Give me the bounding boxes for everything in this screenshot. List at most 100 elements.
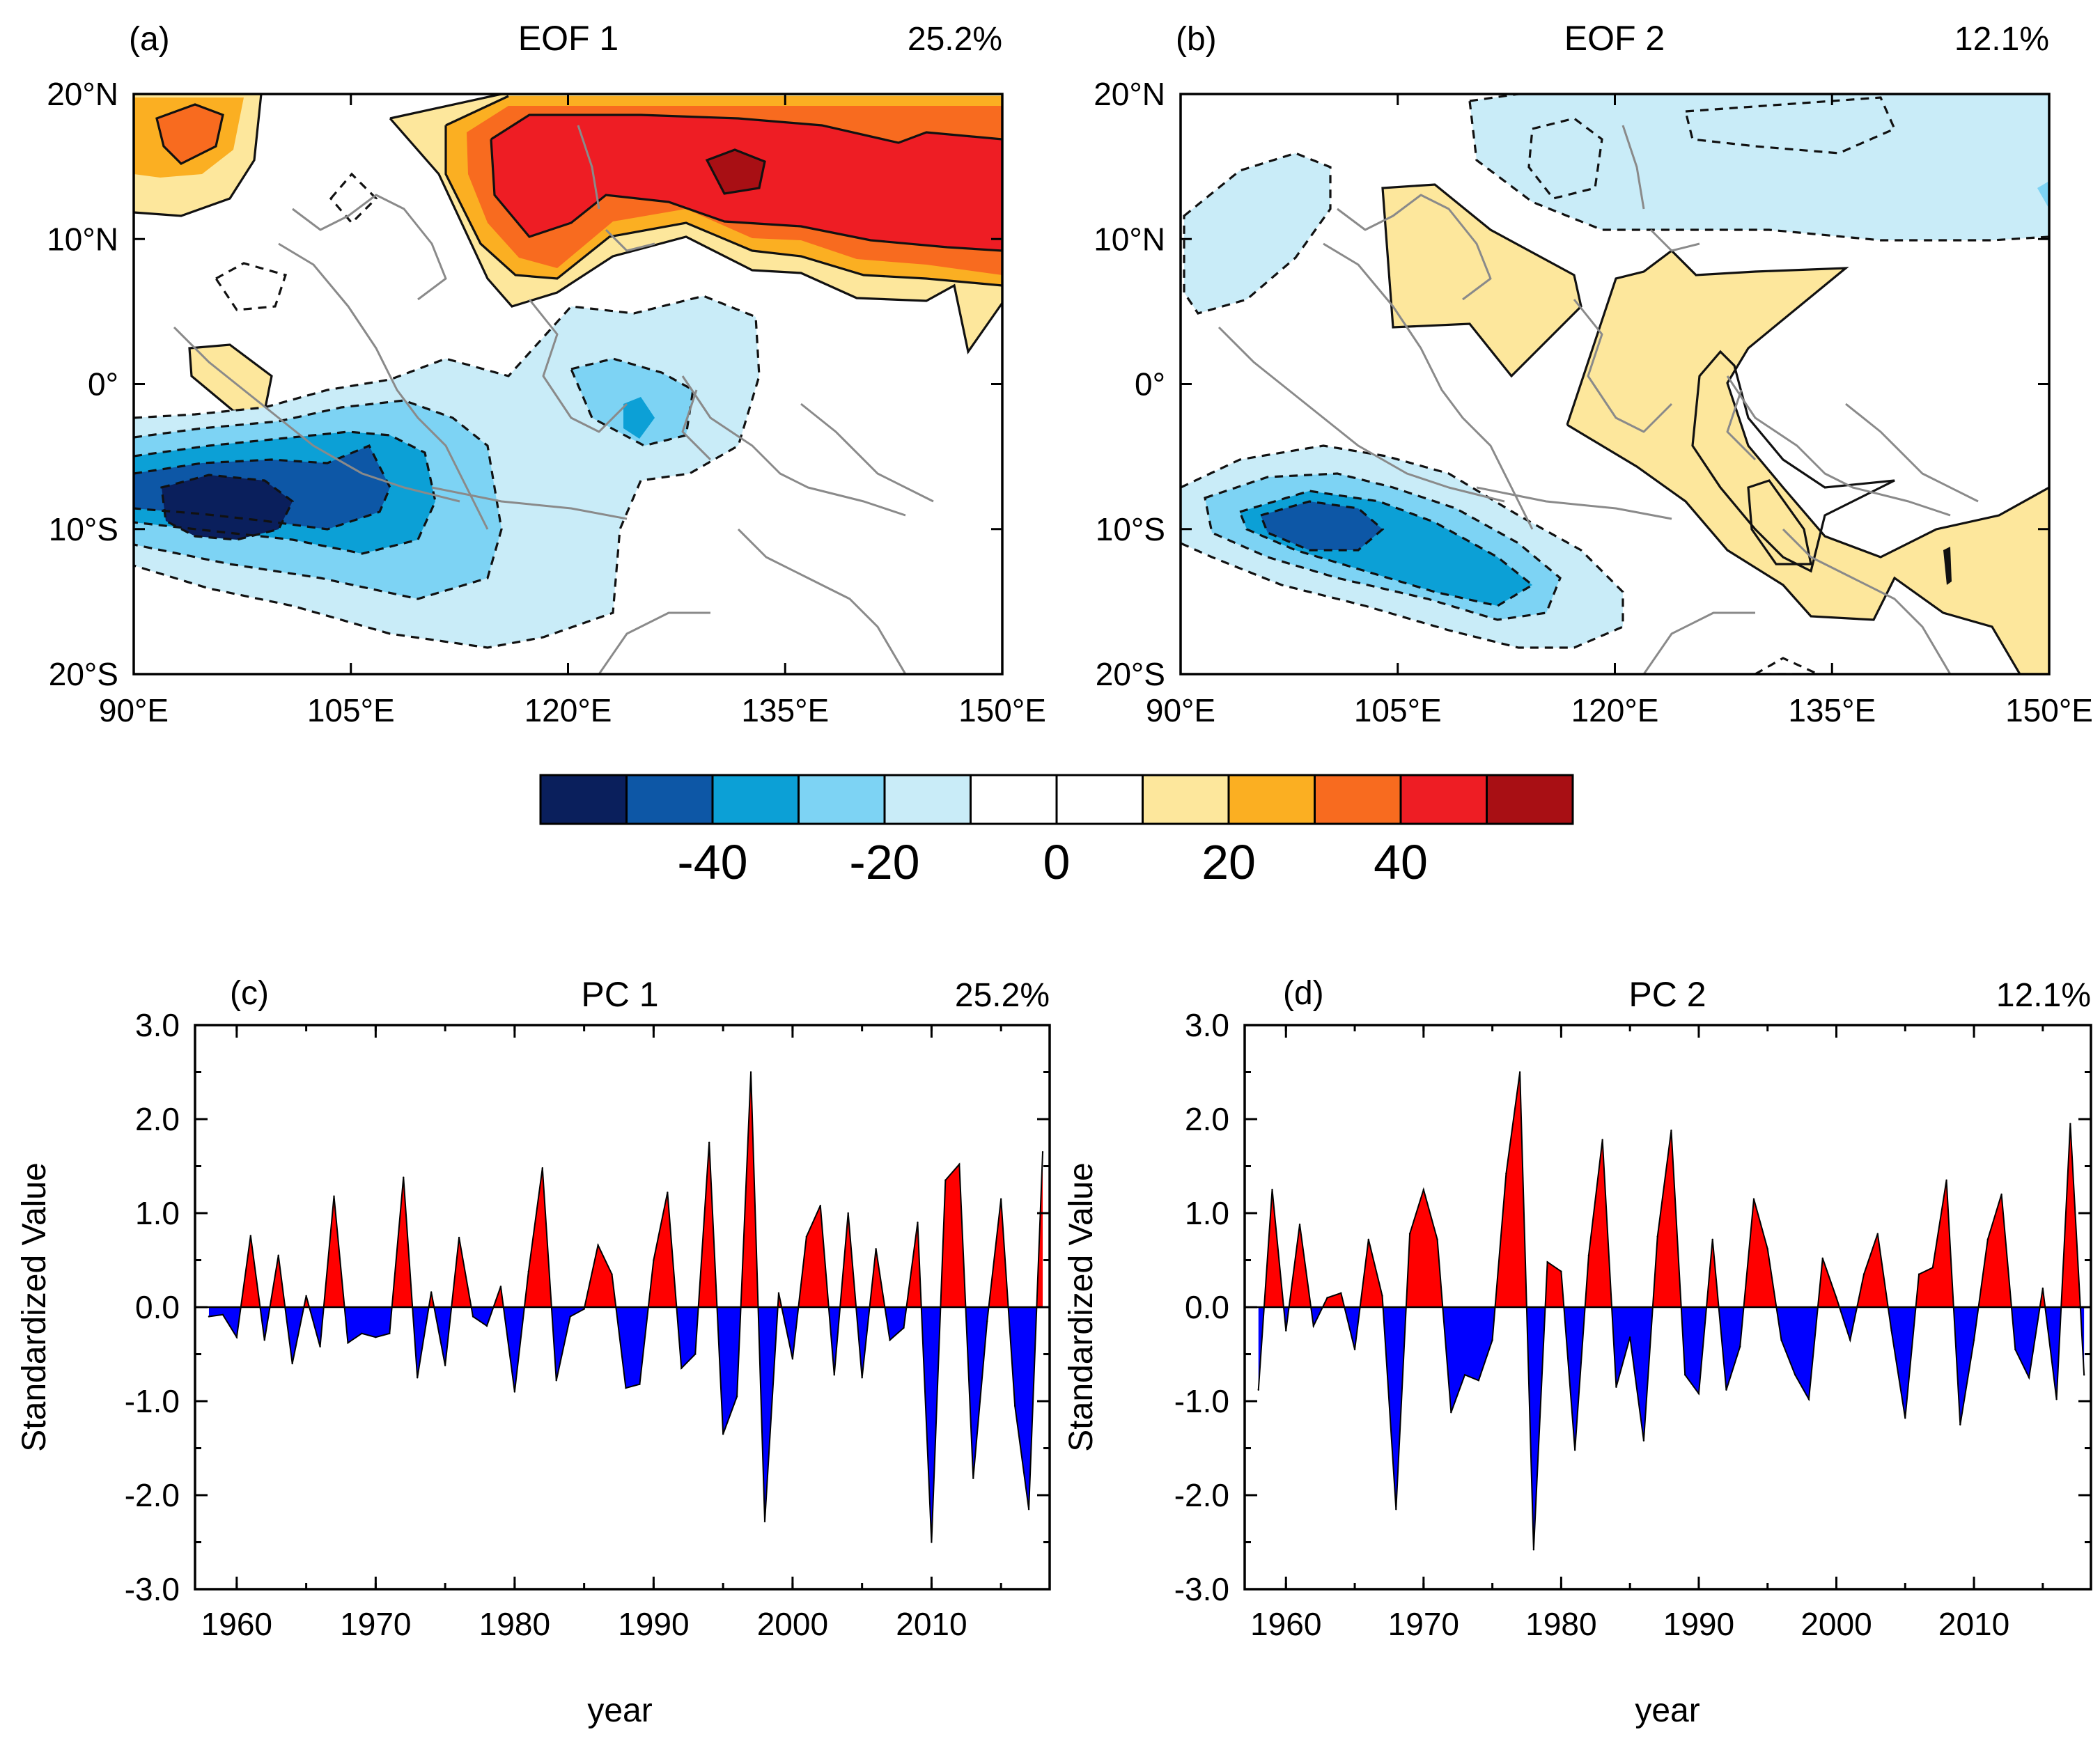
pc2-data-point — [2028, 1377, 2030, 1379]
pc2-data-point — [1395, 1508, 1397, 1510]
eof1-y-tick-label: 0° — [88, 366, 118, 403]
pc2-x-tick-label: 1970 — [1388, 1606, 1459, 1642]
pc2-data-point — [1353, 1348, 1356, 1350]
pc1-data-point — [1013, 1405, 1016, 1407]
pc1-data-point — [861, 1377, 863, 1379]
pc1-data-point — [1027, 1508, 1030, 1510]
pc1-negative-area — [208, 1307, 1043, 1543]
pc2-data-point — [1546, 1261, 1548, 1263]
eof2-y-tick-label: 10°N — [1094, 221, 1165, 257]
pc1-y-tick-label: 0.0 — [135, 1289, 180, 1325]
pc2-x-tick-label: 1960 — [1250, 1606, 1321, 1642]
pc1-axes: 3.0 2.0 1.0 0.0 -1.0 -2.0 -3.0 1960 1970 1980 1990… — [125, 1007, 1050, 1642]
eof2-negative-west — [1184, 153, 1330, 313]
pc1-data-point — [667, 1192, 669, 1194]
pc2-data-point — [1532, 1549, 1535, 1551]
pc1-y-tick-label: -2.0 — [125, 1477, 180, 1513]
pc2-data-point — [1890, 1329, 1892, 1332]
pc1-y-tick-label: 1.0 — [135, 1195, 180, 1231]
pc2-data-point — [1450, 1412, 1452, 1414]
pc1-data-point — [333, 1195, 335, 1197]
pc2-data-point — [1601, 1139, 1603, 1141]
pc1-data-point — [485, 1325, 488, 1327]
eof1-coastline — [173, 125, 934, 674]
eof2-y-tick-label: 20°S — [1096, 656, 1165, 692]
pc1-x-tick-label: 2000 — [757, 1606, 828, 1642]
pc2-data-point — [1340, 1292, 1342, 1294]
pc2-panel-label: (d) — [1283, 975, 1324, 1012]
colorbar-box — [798, 774, 886, 825]
colorbar-box — [1486, 774, 1574, 825]
pc1-data-point — [583, 1308, 585, 1310]
colorbar-box — [1142, 774, 1230, 825]
pc2-data-point — [1752, 1198, 1755, 1200]
pc2-y-tick-label: 3.0 — [1185, 1007, 1229, 1043]
pc2-data-point — [1257, 1389, 1259, 1391]
pc2-y-axis-title: Standardized Value — [1063, 1162, 1100, 1451]
pc2-data-point — [1711, 1238, 1713, 1241]
pc1-data-point — [403, 1176, 405, 1178]
eof1-negative-level5 — [162, 475, 293, 540]
pc1-data-point — [694, 1353, 697, 1355]
eof1-positive-level5 — [707, 150, 765, 194]
pc1-data-point — [235, 1336, 238, 1338]
pc1-data-point — [389, 1332, 391, 1335]
pc2-data-point — [1463, 1374, 1466, 1376]
pc1-data-point — [625, 1387, 627, 1389]
pc1-data-point — [986, 1320, 988, 1322]
pc1-data-point — [708, 1141, 710, 1143]
pc2-data-point — [1491, 1339, 1493, 1341]
pc1-data-point — [417, 1377, 419, 1379]
pc2-variance: 12.1% — [1996, 977, 2091, 1014]
pc2-data-point — [1986, 1238, 1989, 1241]
eof1-y-tick-label: 10°N — [47, 221, 118, 257]
pc1-data-point — [917, 1221, 919, 1224]
pc2-data-point — [1271, 1189, 1273, 1191]
pc1-data-point — [763, 1520, 766, 1522]
eof2-contours — [1181, 94, 2049, 674]
pc1-data-point — [472, 1315, 474, 1318]
pc2-data-point — [1615, 1386, 1617, 1388]
pc1-data-point — [221, 1313, 224, 1316]
eof2-positive-b — [1691, 350, 1895, 573]
colorbar-label: 20 — [1201, 835, 1256, 889]
pc1-data-point — [1041, 1151, 1044, 1153]
pc2-data-point — [1656, 1235, 1658, 1238]
colorbar-boxes — [539, 774, 1574, 825]
pc2-x-tick-label: 1990 — [1663, 1606, 1734, 1642]
pc1-data-point — [639, 1383, 641, 1385]
pc2-data-point — [1642, 1439, 1645, 1442]
eof1-contours — [134, 94, 1002, 674]
pc1-data-point — [305, 1295, 307, 1297]
pc2-x-tick-label: 2010 — [1938, 1606, 2009, 1642]
colorbar-label: 40 — [1374, 835, 1428, 889]
pc1-data-point — [944, 1179, 947, 1181]
pc2-data-point — [1285, 1329, 1287, 1332]
pc2-data-point — [1959, 1423, 1961, 1426]
pc2-data-point — [1326, 1297, 1328, 1299]
pc2-x-tick-label: 2000 — [1800, 1606, 1872, 1642]
eof1-panel-label: (a) — [129, 21, 170, 58]
pc2-data-point — [1862, 1273, 1865, 1275]
eof2-y-tick-label: 20°N — [1094, 76, 1165, 112]
eof1-variance: 25.2% — [908, 21, 1002, 58]
pc1-data-point — [430, 1291, 433, 1293]
pc1-data-point — [791, 1358, 794, 1360]
pc1-x-tick-label: 1980 — [479, 1606, 550, 1642]
pc1-data-point — [569, 1315, 571, 1318]
pc1-y-tick-label: 3.0 — [135, 1007, 180, 1043]
pc2-data-point — [1918, 1273, 1920, 1275]
pc2-data-point — [1573, 1449, 1576, 1451]
pc2-y-tick-label: 1.0 — [1185, 1195, 1229, 1231]
pc1-data-point — [597, 1244, 599, 1247]
pc1-data-point — [875, 1248, 877, 1250]
pc2-data-point — [2000, 1193, 2002, 1196]
pc2-data-point — [1739, 1345, 1741, 1348]
pc2-data-point — [1683, 1374, 1686, 1376]
pc1-data-point — [208, 1315, 210, 1318]
pc1-data-point — [1000, 1198, 1002, 1200]
pc2-data-point — [1780, 1339, 1782, 1341]
pc2-y-tick-label: 0.0 — [1185, 1289, 1229, 1325]
pc1-data-point — [833, 1374, 835, 1376]
pc2-data-point — [1931, 1267, 1934, 1269]
